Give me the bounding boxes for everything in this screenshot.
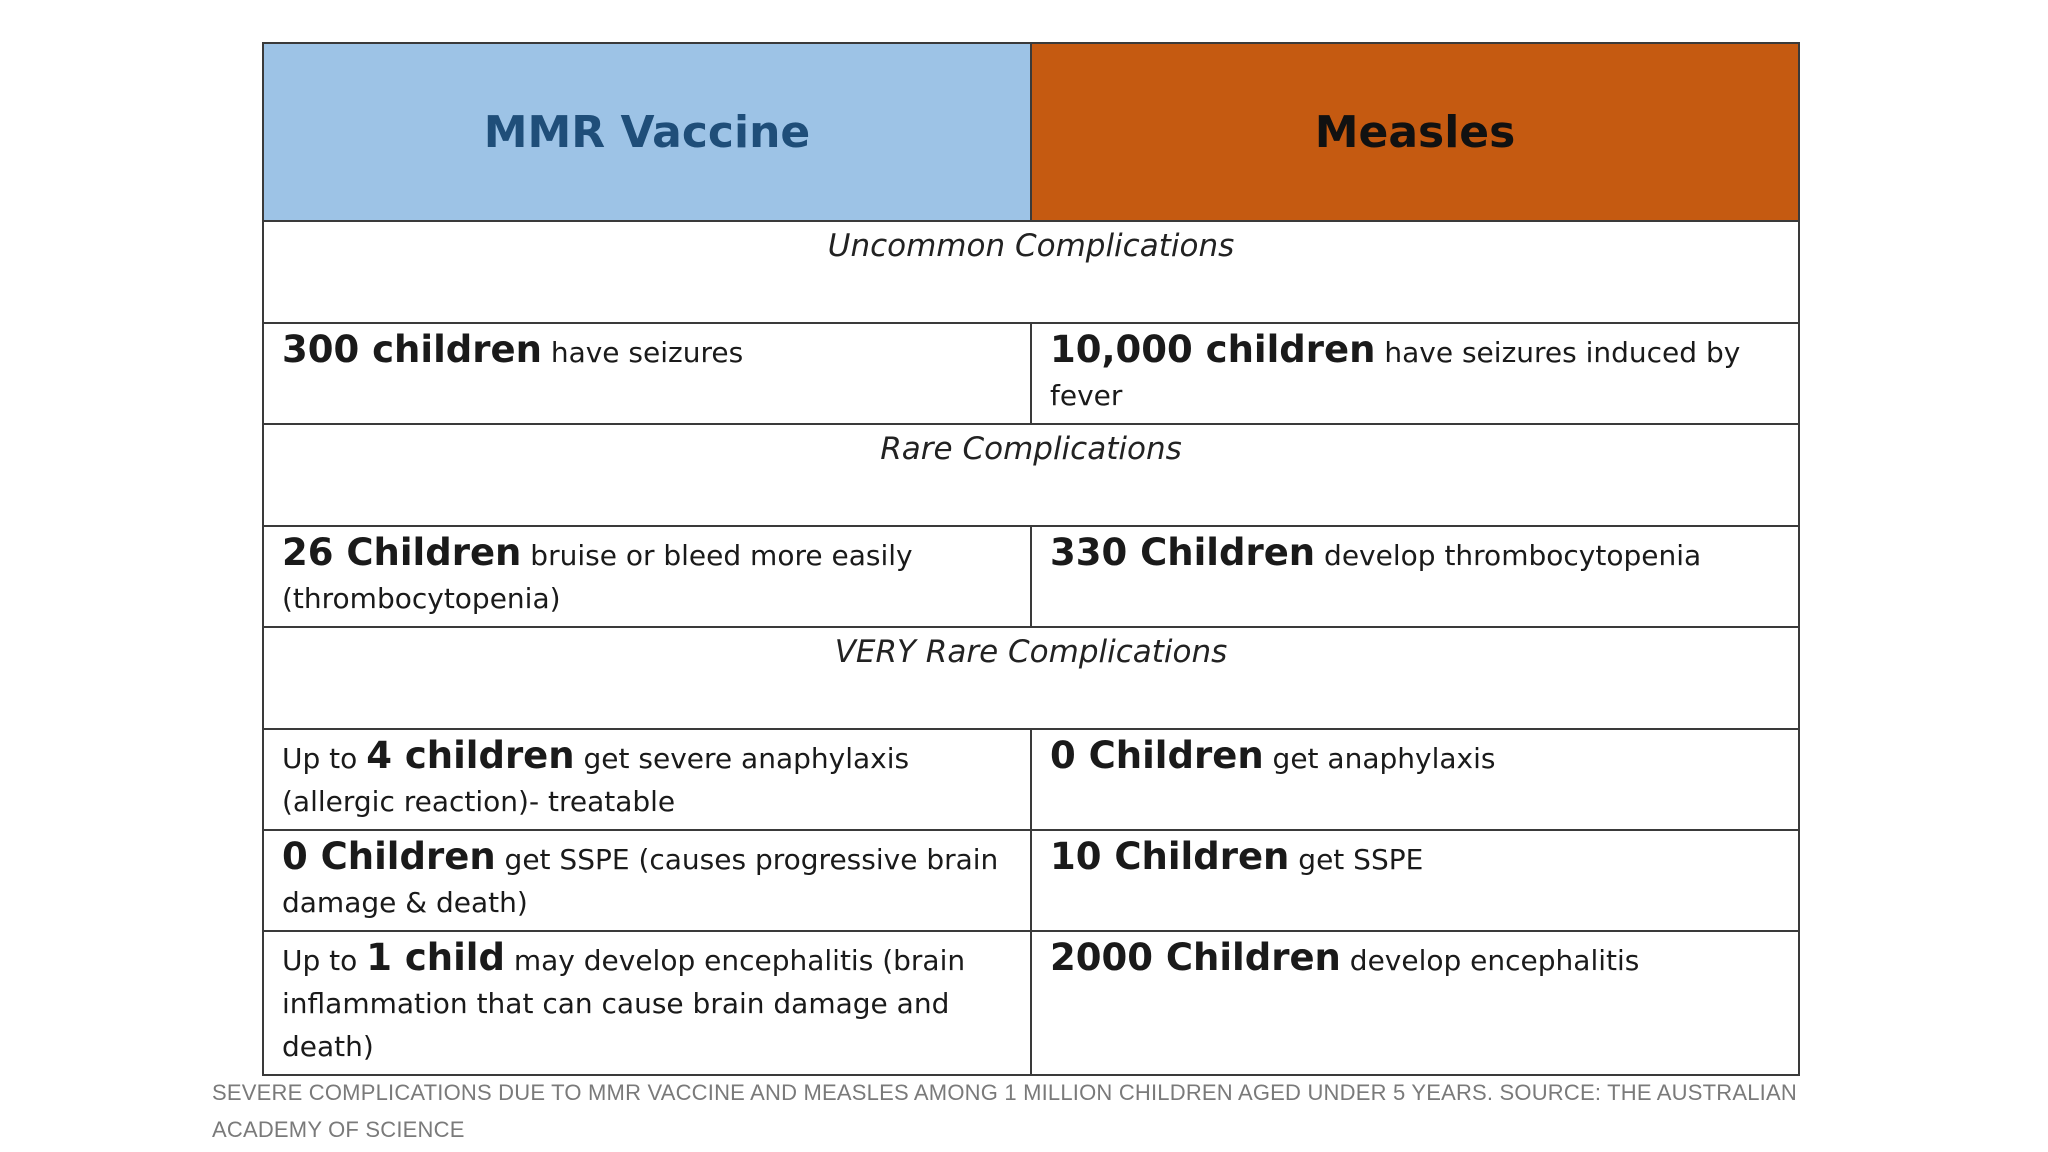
measles-anaphylaxis-count: 0 Children xyxy=(1050,734,1264,777)
measles-encephalitis-cell: 2000 Children develop encephalitis xyxy=(1030,930,1800,1076)
measles-sspe-count: 10 Children xyxy=(1050,835,1290,878)
section-row: Rare Complications xyxy=(262,423,1800,527)
vaccine-seizures-cell: 300 children have seizures xyxy=(262,322,1032,425)
measles-header: Measles xyxy=(1030,42,1800,222)
vaccine-sspe-text: get SSPE (causes progressive brain damag… xyxy=(282,843,999,919)
comparison-table: MMR Vaccine Measles Uncommon Complicatio… xyxy=(262,42,1800,1076)
table-row: 300 children have seizures 10,000 childr… xyxy=(262,322,1800,425)
mmr-vaccine-header: MMR Vaccine xyxy=(262,42,1032,222)
vaccine-encephalitis-prefix: Up to xyxy=(282,944,367,977)
section-row: VERY Rare Complications xyxy=(262,626,1800,730)
section-row: Uncommon Complications xyxy=(262,220,1800,324)
section-uncommon: Uncommon Complications xyxy=(262,220,1800,324)
measles-sspe-cell: 10 Children get SSPE xyxy=(1030,829,1800,932)
figure-caption: SEVERE COMPLICATIONS DUE TO MMR VACCINE … xyxy=(212,1080,1797,1142)
measles-encephalitis-count: 2000 Children xyxy=(1050,936,1341,979)
measles-seizures-text: have seizures induced by fever xyxy=(1050,336,1741,412)
vaccine-anaphylaxis-cell: Up to 4 children get severe anaphylaxis … xyxy=(262,728,1032,831)
vaccine-seizures-text: have seizures xyxy=(541,336,744,369)
measles-thrombocytopenia-text: develop thrombocytopenia xyxy=(1315,539,1702,572)
section-very-rare: VERY Rare Complications xyxy=(262,626,1800,730)
measles-anaphylaxis-text: get anaphylaxis xyxy=(1263,742,1496,775)
vaccine-encephalitis-cell: Up to 1 child may develop encephalitis (… xyxy=(262,930,1032,1076)
header-row: MMR Vaccine Measles xyxy=(262,42,1800,222)
vaccine-thrombocytopenia-count: 26 Children xyxy=(282,531,522,574)
vaccine-anaphylaxis-prefix: Up to xyxy=(282,742,367,775)
section-rare: Rare Complications xyxy=(262,423,1800,527)
table-row: Up to 4 children get severe anaphylaxis … xyxy=(262,728,1800,831)
measles-thrombocytopenia-cell: 330 Children develop thrombocytopenia xyxy=(1030,525,1800,628)
vaccine-seizures-count: 300 children xyxy=(282,328,542,371)
vaccine-thrombocytopenia-cell: 26 Children bruise or bleed more easily … xyxy=(262,525,1032,628)
table-row: Up to 1 child may develop encephalitis (… xyxy=(262,930,1800,1076)
vaccine-encephalitis-text: may develop encephalitis (brain inflamma… xyxy=(282,944,966,1063)
measles-thrombocytopenia-count: 330 Children xyxy=(1050,531,1316,574)
vaccine-encephalitis-count: 1 child xyxy=(366,936,505,979)
table-row: 26 Children bruise or bleed more easily … xyxy=(262,525,1800,628)
measles-seizures-count: 10,000 children xyxy=(1050,328,1376,371)
vaccine-anaphylaxis-text: get severe anaphylaxis (allergic reactio… xyxy=(282,742,910,818)
measles-seizures-cell: 10,000 children have seizures induced by… xyxy=(1030,322,1800,425)
vaccine-sspe-count: 0 Children xyxy=(282,835,496,878)
vaccine-sspe-cell: 0 Children get SSPE (causes progressive … xyxy=(262,829,1032,932)
measles-anaphylaxis-cell: 0 Children get anaphylaxis xyxy=(1030,728,1800,831)
measles-sspe-text: get SSPE xyxy=(1289,843,1424,876)
vaccine-anaphylaxis-count: 4 children xyxy=(366,734,575,777)
table-row: 0 Children get SSPE (causes progressive … xyxy=(262,829,1800,932)
vaccine-thrombocytopenia-text: bruise or bleed more easily (thrombocyto… xyxy=(282,539,913,615)
measles-encephalitis-text: develop encephalitis xyxy=(1340,944,1640,977)
